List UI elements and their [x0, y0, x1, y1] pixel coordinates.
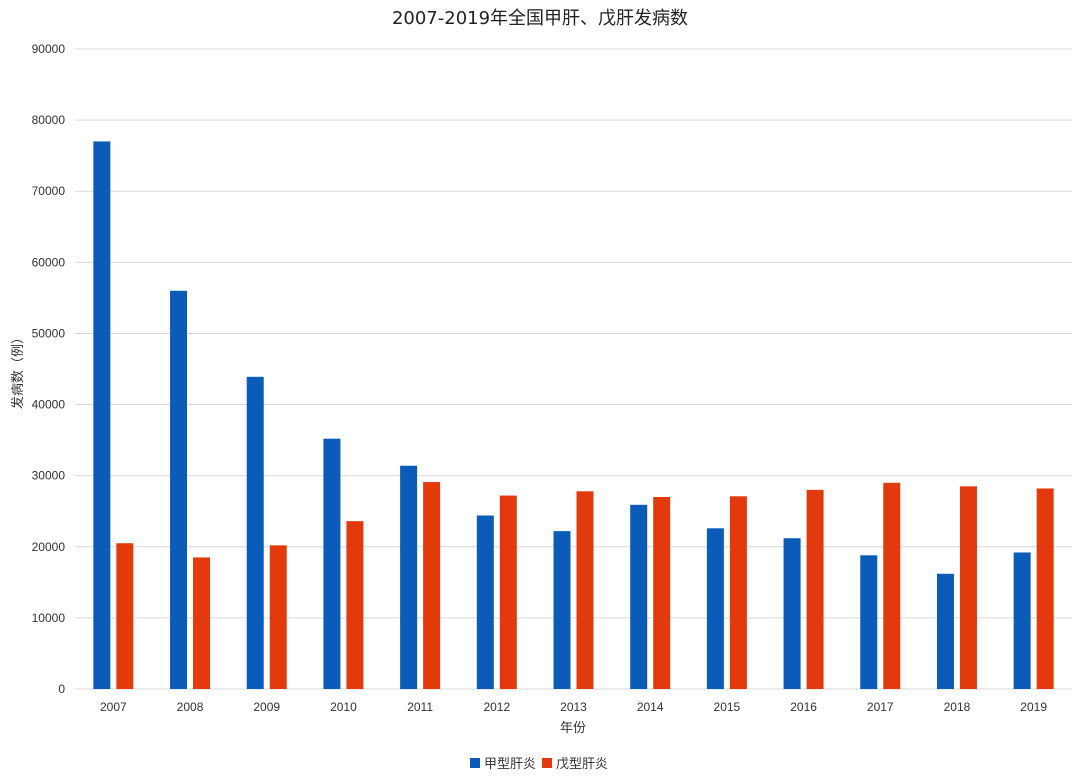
- bar-hepatitis-a-2015: [706, 528, 724, 689]
- bar-hepatitis-e-2019: [1036, 488, 1054, 689]
- x-tick-label: 2018: [944, 700, 971, 714]
- bar-hepatitis-a-2007: [93, 141, 111, 689]
- legend-label: 戊型肝炎: [556, 757, 608, 772]
- y-tick-label: 80000: [32, 113, 66, 127]
- bar-hepatitis-e-2014: [653, 497, 671, 689]
- x-axis-ticks: 2007 2008 2009 2010 2011 2012 2013 2014 2015 2016…: [100, 700, 1047, 714]
- x-tick-label: 2019: [1020, 700, 1047, 714]
- x-tick-label: 2012: [483, 700, 510, 714]
- y-tick-label: 10000: [32, 611, 66, 625]
- bar-hepatitis-e-2016: [806, 489, 824, 689]
- bar-hepatitis-e-2013: [576, 491, 594, 689]
- x-tick-label: 2007: [100, 700, 127, 714]
- legend-swatch: [470, 758, 480, 768]
- x-tick-label: 2009: [253, 700, 280, 714]
- x-tick-label: 2015: [714, 700, 741, 714]
- bar-hepatitis-e-2015: [729, 496, 747, 689]
- y-axis-title: 发病数（例）: [10, 331, 26, 409]
- y-tick-label: 0: [58, 682, 65, 696]
- legend-swatch: [542, 758, 552, 768]
- legend-label: 甲型肝炎: [484, 757, 536, 772]
- bar-hepatitis-a-2018: [936, 573, 954, 689]
- chart-title: 2007-2019年全国甲肝、戊肝发病数: [392, 8, 688, 29]
- bar-hepatitis-e-2009: [269, 545, 287, 689]
- bar-hepatitis-a-2019: [1013, 552, 1031, 689]
- x-tick-label: 2014: [637, 700, 664, 714]
- gridlines: [75, 48, 1072, 690]
- y-tick-label: 60000: [32, 255, 66, 269]
- y-tick-label: 70000: [32, 184, 66, 198]
- bar-hepatitis-a-2014: [630, 504, 648, 689]
- bar-hepatitis-a-2008: [170, 290, 188, 689]
- x-tick-label: 2008: [177, 700, 204, 714]
- bar-hepatitis-a-2016: [783, 538, 801, 689]
- bar-hepatitis-e-2017: [883, 482, 901, 689]
- y-tick-label: 50000: [32, 326, 66, 340]
- x-tick-label: 2017: [867, 700, 894, 714]
- bar-hepatitis-a-2017: [860, 555, 878, 689]
- x-tick-label: 2013: [560, 700, 587, 714]
- x-tick-label: 2016: [790, 700, 817, 714]
- bars: [93, 141, 1054, 689]
- bar-hepatitis-a-2009: [246, 376, 264, 689]
- y-tick-label: 40000: [32, 398, 66, 412]
- legend: 甲型肝炎 戊型肝炎: [470, 757, 608, 772]
- bar-hepatitis-e-2007: [116, 543, 134, 689]
- x-tick-label: 2010: [330, 700, 357, 714]
- bar-hepatitis-a-2011: [400, 465, 418, 689]
- bar-hepatitis-a-2012: [476, 515, 494, 689]
- bar-hepatitis-e-2011: [423, 482, 441, 689]
- bar-hepatitis-e-2012: [499, 495, 517, 689]
- y-axis-ticks: 0 10000 20000 30000 40000 50000 60000 70000 8000…: [32, 42, 66, 696]
- x-axis-title: 年份: [560, 721, 586, 736]
- y-tick-label: 90000: [32, 42, 66, 56]
- bar-hepatitis-a-2013: [553, 531, 571, 689]
- y-tick-label: 20000: [32, 540, 66, 554]
- y-tick-label: 30000: [32, 469, 66, 483]
- bar-hepatitis-e-2008: [193, 557, 211, 689]
- bar-hepatitis-e-2010: [346, 521, 364, 689]
- bar-hepatitis-a-2010: [323, 438, 341, 689]
- bar-hepatitis-e-2018: [959, 486, 977, 689]
- x-tick-label: 2011: [407, 700, 433, 714]
